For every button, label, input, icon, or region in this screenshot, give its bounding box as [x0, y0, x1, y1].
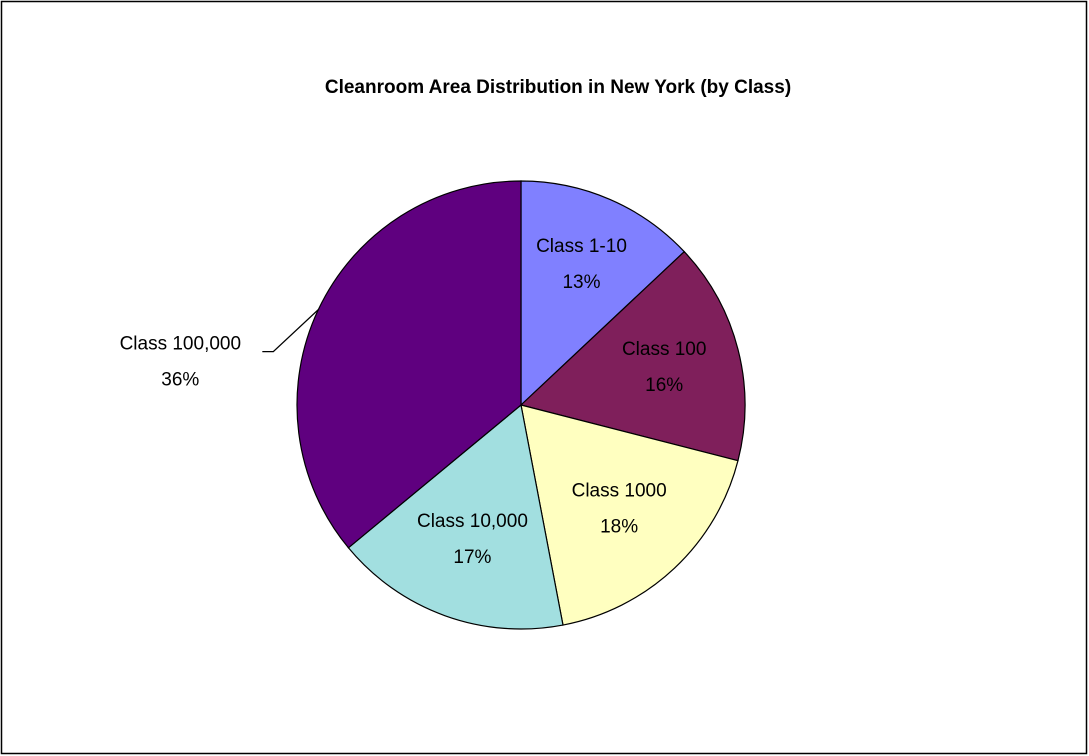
pie-slice	[520, 180, 686, 407]
pie-slice	[347, 403, 564, 630]
leader-line	[262, 309, 319, 353]
slice-label: Class 1-10	[536, 236, 627, 257]
slice-value-label: 18%	[600, 517, 638, 538]
slice-label: Class 1000	[572, 481, 667, 502]
slice-label: Class 100	[622, 339, 707, 360]
pie-slice	[296, 180, 522, 549]
slice-label: Class 100,000	[120, 334, 241, 355]
chart-title: Cleanroom Area Distribution in New York …	[325, 77, 791, 98]
slice-value-label: 17%	[453, 547, 491, 568]
pie-slice	[520, 404, 739, 626]
pie-slice	[519, 250, 746, 462]
slice-value-label: 13%	[562, 272, 600, 293]
slice-label: Class 10,000	[417, 511, 528, 532]
slice-value-label: 16%	[645, 375, 683, 396]
slice-value-label: 36%	[161, 370, 199, 391]
